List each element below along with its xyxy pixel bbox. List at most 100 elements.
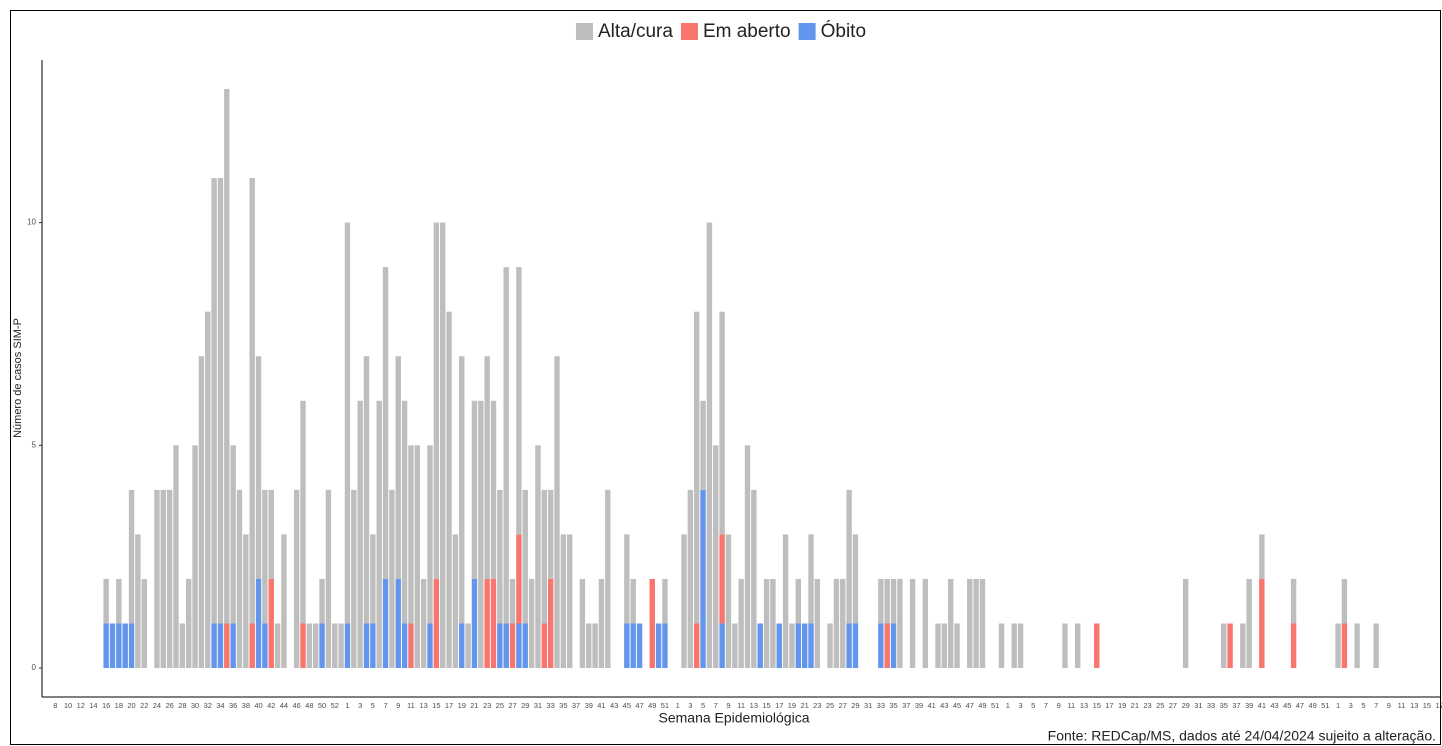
bar-segment bbox=[141, 578, 147, 669]
x-tick-label: 38 bbox=[242, 701, 250, 710]
x-tick-label: 49 bbox=[648, 701, 656, 710]
x-tick-label: 5 bbox=[1031, 701, 1035, 710]
x-tick-label: 44 bbox=[280, 701, 288, 710]
x-tick-label: 51 bbox=[661, 701, 669, 710]
bar-segment bbox=[338, 623, 344, 669]
bar-segment bbox=[624, 623, 630, 669]
bar-segment bbox=[135, 534, 141, 669]
bar-segment bbox=[516, 534, 522, 624]
bar-segment bbox=[293, 489, 300, 669]
x-tick-label: 5 bbox=[701, 701, 705, 710]
x-tick-label: 33 bbox=[877, 701, 885, 710]
x-tick-label: 9 bbox=[396, 701, 400, 710]
bar-segment bbox=[770, 578, 776, 669]
x-tick-label: 51 bbox=[1321, 701, 1329, 710]
bar-segment bbox=[433, 222, 440, 579]
bar-segment bbox=[154, 489, 160, 669]
bar-segment bbox=[719, 534, 725, 624]
x-tick-label: 39 bbox=[1245, 701, 1253, 710]
bar-segment bbox=[243, 534, 249, 669]
x-tick-label: 19 bbox=[458, 701, 466, 710]
x-tick-label: 47 bbox=[966, 701, 974, 710]
bar-segment bbox=[776, 623, 782, 669]
x-tick-label: 21 bbox=[800, 701, 808, 710]
bar-segment bbox=[179, 623, 186, 669]
bar-segment bbox=[370, 534, 376, 624]
x-tick-label: 15 bbox=[1423, 701, 1431, 710]
bar-segment bbox=[833, 578, 840, 669]
bar-segment bbox=[459, 623, 465, 669]
x-tick-label: 37 bbox=[1232, 701, 1240, 710]
x-tick-label: 11 bbox=[737, 701, 745, 710]
bar-segment bbox=[103, 623, 109, 669]
bar-segment bbox=[852, 534, 859, 624]
x-tick-label: 1 bbox=[1006, 701, 1010, 710]
bar-segment bbox=[630, 623, 636, 669]
x-tick-label: 35 bbox=[1220, 701, 1228, 710]
bar-segment bbox=[173, 445, 179, 669]
x-tick-label: 15 bbox=[432, 701, 440, 710]
x-tick-label: 17 bbox=[1105, 701, 1113, 710]
x-tick-label: 26 bbox=[165, 701, 173, 710]
bar-segment bbox=[103, 578, 109, 624]
bar-segment bbox=[395, 356, 401, 579]
bar-segment bbox=[694, 311, 700, 624]
bar-segment bbox=[211, 178, 217, 624]
bar-segment bbox=[465, 623, 471, 669]
x-tick-label: 43 bbox=[940, 701, 948, 710]
bar-segment bbox=[497, 489, 503, 624]
bar-segment bbox=[446, 311, 452, 669]
bar-segment bbox=[630, 578, 636, 624]
x-tick-label: 20 bbox=[127, 701, 135, 710]
x-tick-label: 1 bbox=[1336, 701, 1340, 710]
frame bbox=[10, 10, 1441, 745]
bar-segment bbox=[116, 578, 122, 624]
bar-segment bbox=[420, 578, 427, 669]
bar-segment bbox=[509, 578, 516, 624]
x-tick-label: 12 bbox=[77, 701, 85, 710]
bar-segment bbox=[1335, 623, 1341, 669]
bar-segment bbox=[363, 623, 370, 669]
x-tick-label: 29 bbox=[521, 701, 529, 710]
x-tick-label: 27 bbox=[839, 701, 847, 710]
x-tick-label: 17 bbox=[1435, 701, 1442, 710]
legend-label: Óbito bbox=[821, 20, 866, 42]
x-tick-label: 47 bbox=[635, 701, 643, 710]
bar-segment bbox=[186, 578, 192, 669]
bar-segment bbox=[586, 623, 592, 669]
x-tick-label: 32 bbox=[204, 701, 212, 710]
bar-segment bbox=[401, 623, 408, 669]
bar-segment bbox=[694, 623, 700, 669]
bar-segment bbox=[522, 489, 528, 624]
x-tick-label: 13 bbox=[750, 701, 758, 710]
bar-segment bbox=[922, 578, 928, 669]
bar-segment bbox=[935, 623, 941, 669]
bar-segment bbox=[408, 623, 414, 669]
x-tick-label: 34 bbox=[216, 701, 224, 710]
bar-segment bbox=[503, 267, 509, 624]
bar-segment bbox=[948, 578, 954, 669]
x-axis-title: Semana Epidemiológica bbox=[659, 710, 810, 726]
bar-segment bbox=[478, 400, 484, 669]
bar-segment bbox=[281, 534, 287, 669]
bar-segment bbox=[1221, 623, 1227, 669]
bar-segment bbox=[941, 623, 948, 669]
x-tick-label: 36 bbox=[229, 701, 237, 710]
bar-segment bbox=[300, 623, 306, 669]
x-tick-label: 40 bbox=[254, 701, 262, 710]
legend-swatch bbox=[798, 23, 816, 40]
x-tick-label: 7 bbox=[714, 701, 718, 710]
bar-segment bbox=[325, 489, 332, 669]
bar-segment bbox=[306, 623, 313, 669]
bar-segment bbox=[732, 623, 738, 669]
bar-segment bbox=[662, 623, 668, 669]
legend-swatch bbox=[575, 23, 593, 40]
bar-segment bbox=[998, 623, 1005, 669]
x-tick-label: 31 bbox=[534, 701, 542, 710]
bar-segment bbox=[198, 356, 205, 669]
x-tick-label: 50 bbox=[318, 701, 326, 710]
x-tick-label: 3 bbox=[1018, 701, 1022, 710]
x-tick-label: 13 bbox=[419, 701, 427, 710]
x-tick-label: 1 bbox=[676, 701, 680, 710]
bar-segment bbox=[471, 578, 478, 669]
